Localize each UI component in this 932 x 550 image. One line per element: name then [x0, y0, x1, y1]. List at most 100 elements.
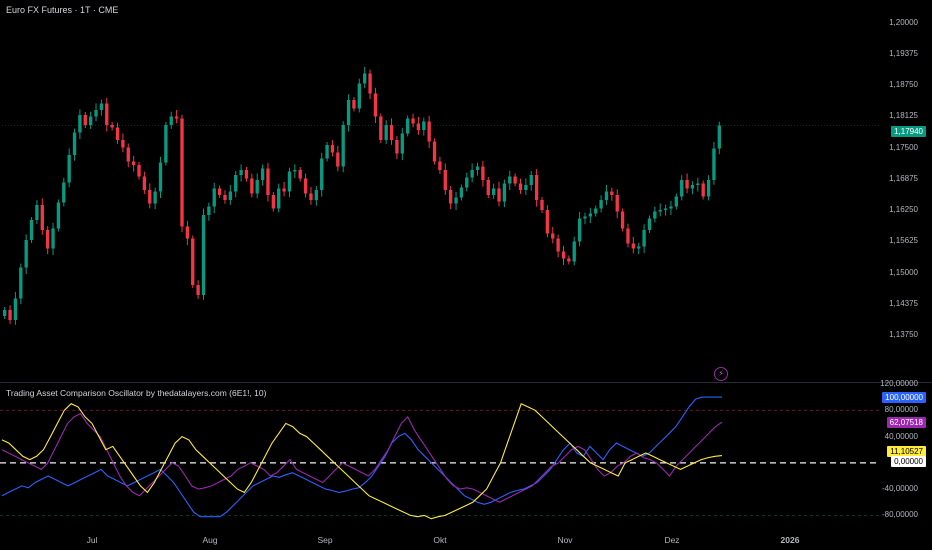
candle-body — [105, 103, 109, 125]
candle-body — [287, 171, 292, 192]
candle-body — [40, 205, 44, 230]
candle-body — [422, 121, 426, 130]
candle-body — [416, 123, 421, 130]
candle-body — [626, 228, 630, 244]
price-tick-label: 1,18125 — [889, 111, 918, 121]
candle-body — [62, 182, 66, 203]
candle-body — [234, 175, 238, 192]
pane-divider[interactable] — [0, 382, 932, 383]
candle-body — [551, 233, 555, 239]
price-tick-label: 1,15000 — [889, 267, 918, 277]
candle-body — [207, 206, 211, 215]
candle-body — [653, 211, 657, 219]
candle-body — [647, 218, 652, 230]
oscillator-tick-label: 120,00000 — [880, 379, 918, 388]
candle-body — [465, 177, 469, 188]
time-tick-label: Dez — [664, 535, 680, 545]
candle-body — [669, 206, 673, 209]
candle-body — [244, 170, 249, 179]
candle-body — [341, 125, 345, 167]
candle-body — [475, 166, 480, 170]
oscillator-series-line — [1, 396, 722, 518]
candle-body — [174, 116, 179, 119]
candle-body — [379, 116, 383, 140]
candle-body — [158, 162, 163, 192]
blue-value-badge: 100,00000 — [882, 392, 926, 403]
candle-body — [131, 161, 136, 165]
time-tick-label: 2026 — [780, 535, 800, 545]
lightning-icon[interactable]: ⚡ — [714, 367, 728, 381]
candle-body — [352, 100, 356, 109]
oscillator-tick-label: -80,00000 — [881, 510, 918, 520]
candle-body — [303, 178, 308, 194]
candle-body — [185, 226, 190, 239]
oscillator-tick-label: 40,00000 — [884, 431, 918, 441]
candle-body — [518, 183, 523, 190]
candle-body — [83, 115, 87, 125]
candle-body — [443, 170, 447, 190]
candle-body — [201, 215, 206, 295]
candle-body — [336, 152, 340, 167]
candle-body — [29, 220, 34, 240]
candle-body — [696, 183, 700, 185]
candle-body — [298, 170, 302, 179]
candle-body — [448, 190, 453, 204]
candle-body — [239, 170, 243, 175]
candle-body — [406, 118, 410, 134]
candle-body — [497, 188, 501, 202]
candle-body — [701, 183, 705, 197]
candle-body — [330, 145, 335, 153]
price-tick-label: 1,16250 — [889, 205, 918, 214]
candle-body — [8, 310, 12, 320]
candle-body — [513, 176, 517, 184]
candle-body — [180, 118, 184, 227]
candle-body — [13, 298, 18, 320]
candle-body — [3, 310, 7, 316]
candle-body — [583, 216, 587, 219]
candle-body — [680, 180, 684, 197]
candle-body — [99, 103, 104, 110]
candle-body — [196, 285, 200, 295]
candle-body — [94, 110, 98, 117]
candle-body — [277, 188, 281, 209]
candle-body — [685, 180, 689, 189]
time-tick-label: Jul — [86, 535, 98, 545]
candle-body — [293, 170, 297, 172]
price-tick-label: 1,18750 — [889, 80, 918, 89]
candle-body — [454, 197, 458, 204]
candle-body — [271, 195, 276, 209]
candle-body — [642, 230, 646, 247]
candle-body — [72, 132, 77, 155]
candle-body — [282, 188, 286, 192]
symbol-title[interactable]: Euro FX Futures · 1T · CME — [6, 5, 119, 15]
candle-body — [524, 185, 528, 190]
candle-body — [508, 176, 512, 184]
candle-body — [212, 188, 216, 207]
candle-body — [260, 168, 265, 180]
candle-body — [67, 155, 71, 183]
yellow-value-badge: 11,10527 — [887, 446, 926, 457]
candle-body — [46, 230, 50, 249]
candle-body — [663, 208, 668, 210]
candle-body — [674, 196, 678, 207]
candle-body — [545, 210, 550, 234]
candle-body — [658, 210, 662, 212]
candle-body — [577, 218, 582, 242]
candle-body — [228, 191, 233, 200]
candle-body — [491, 188, 496, 195]
candle-body — [620, 211, 625, 229]
candle-body — [19, 267, 23, 299]
candle-body — [604, 191, 609, 200]
last-price-badge: 1,17940 — [891, 126, 926, 137]
oscillator-tick-label: 80,00000 — [884, 405, 918, 415]
indicator-title[interactable]: Trading Asset Comparison Oscillator by t… — [6, 388, 267, 398]
candle-body — [217, 188, 222, 195]
candle-body — [556, 238, 560, 252]
candle-body — [78, 115, 82, 133]
time-tick-label: Aug — [202, 535, 218, 545]
candle-body — [712, 148, 716, 180]
candle-body — [690, 185, 695, 189]
candle-body — [529, 175, 533, 185]
